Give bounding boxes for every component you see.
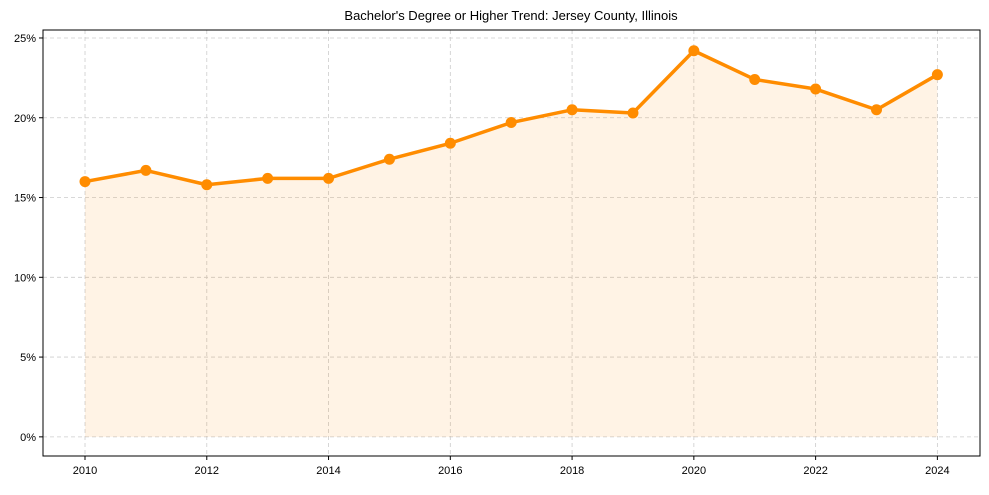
y-tick-label: 20% <box>14 113 36 125</box>
data-point <box>262 172 274 184</box>
y-tick-label: 5% <box>20 352 36 364</box>
data-point <box>140 164 152 176</box>
data-point <box>931 69 943 81</box>
data-point <box>627 107 639 119</box>
x-axis: 2010 2012 2014 2016 2018 2020 2022 2024 <box>73 456 950 477</box>
data-point <box>383 153 395 165</box>
data-point <box>749 73 761 85</box>
data-point <box>870 104 882 116</box>
x-tick-label: 2012 <box>195 465 219 477</box>
grid <box>43 30 980 456</box>
y-axis: 0% 5% 10% 15% 20% 25% <box>14 33 43 444</box>
y-tick-label: 10% <box>14 272 36 284</box>
x-tick-label: 2020 <box>682 465 706 477</box>
x-tick-label: 2022 <box>803 465 827 477</box>
series-points <box>79 45 943 191</box>
y-tick-label: 0% <box>20 432 36 444</box>
y-tick-label: 25% <box>14 33 36 45</box>
data-point <box>201 179 213 191</box>
data-point <box>79 176 91 188</box>
data-point <box>566 104 578 116</box>
x-tick-label: 2014 <box>316 465 340 477</box>
plot-frame <box>42 29 981 457</box>
x-tick-label: 2024 <box>925 465 949 477</box>
area-fill-path <box>85 50 938 437</box>
data-point <box>444 137 456 149</box>
chart-title: Bachelor's Degree or Higher Trend: Jerse… <box>344 8 678 23</box>
data-point <box>505 117 517 129</box>
x-tick-label: 2018 <box>560 465 584 477</box>
y-tick-label: 15% <box>14 193 36 205</box>
area-fill <box>85 50 938 437</box>
data-point <box>323 172 335 184</box>
x-tick-label: 2016 <box>438 465 462 477</box>
data-point <box>810 83 822 95</box>
x-tick-label: 2010 <box>73 465 97 477</box>
data-point <box>688 45 700 57</box>
